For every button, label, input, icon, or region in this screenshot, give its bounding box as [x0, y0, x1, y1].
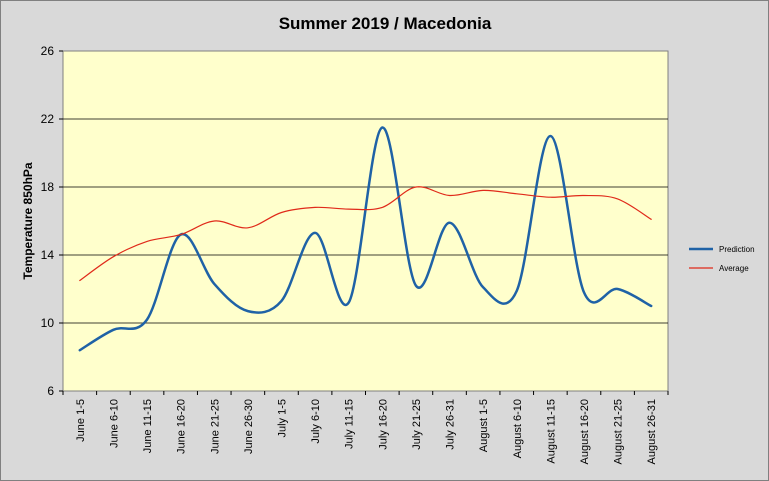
- x-tick-label: June 6-10: [108, 399, 120, 448]
- x-tick-label: August 26-31: [646, 399, 658, 464]
- x-tick-label: August 11-15: [545, 399, 557, 464]
- legend: Prediction Average: [689, 245, 755, 273]
- y-tick-label: 18: [41, 180, 55, 194]
- y-axis-label: Temperature 850hPa: [21, 162, 35, 279]
- x-tick-label: July 21-25: [411, 399, 423, 450]
- series-line-average: [79, 186, 652, 282]
- x-tick-label: June 26-30: [243, 399, 255, 454]
- x-tick-label: August 16-20: [579, 399, 591, 464]
- chart-title: Summer 2019 / Macedonia: [279, 14, 492, 33]
- x-tick-label: June 11-15: [142, 399, 154, 453]
- plot-area: [62, 50, 669, 392]
- x-axis-ticks: June 1-5 June 6-10 June 11-15 June 16-20 Jun…: [62, 391, 669, 464]
- y-tick-label: 22: [41, 112, 55, 126]
- y-tick-label: 14: [41, 248, 55, 262]
- y-tick-label: 26: [41, 44, 55, 58]
- x-tick-label: July 6-10: [310, 399, 322, 444]
- series-lines: [78, 126, 653, 352]
- x-tick-label: July 1-5: [276, 399, 288, 438]
- x-tick-label: June 21-25: [209, 399, 221, 454]
- y-tick-label: 10: [41, 316, 55, 330]
- x-tick-label: August 1-5: [478, 399, 490, 452]
- x-tick-label: August 21-25: [613, 399, 625, 464]
- x-tick-label: July 11-15: [344, 399, 356, 449]
- legend-label-prediction: Prediction: [719, 245, 755, 254]
- y-axis-ticks: 6 10 14 18 22 26: [41, 44, 63, 398]
- legend-label-average: Average: [719, 264, 749, 273]
- gridlines: [63, 118, 668, 324]
- x-tick-label: June 1-5: [75, 399, 87, 442]
- x-tick-label: July 16-20: [377, 399, 389, 450]
- x-tick-label: June 16-20: [176, 399, 188, 454]
- x-tick-label: July 26-31: [445, 399, 457, 450]
- series-line-prediction: [78, 126, 653, 352]
- y-tick-label: 6: [47, 384, 54, 398]
- x-tick-label: August 6-10: [512, 399, 524, 458]
